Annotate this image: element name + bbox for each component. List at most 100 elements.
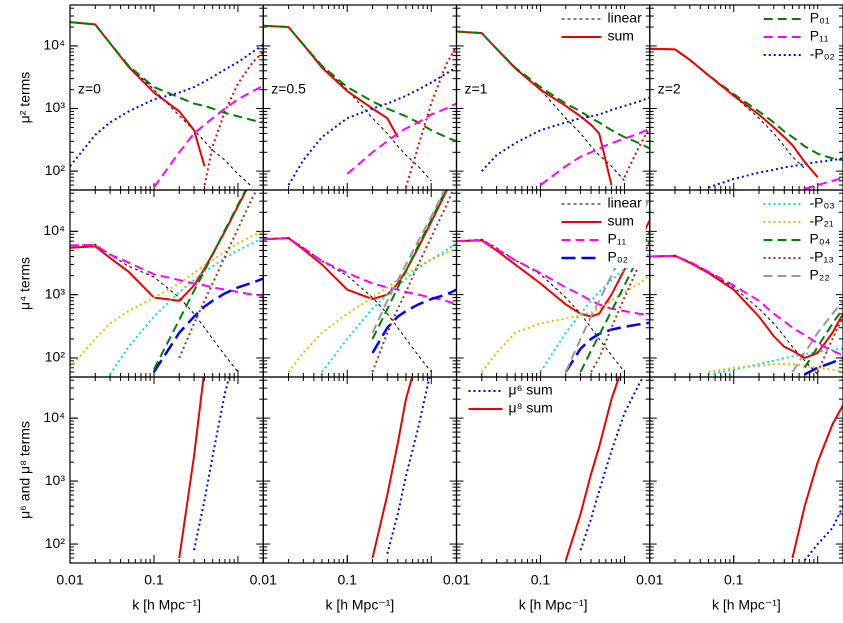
series-line (263, 24, 457, 143)
x-axis-label: k [h Mpc⁻¹] (519, 597, 588, 613)
x-tick-label: 0.1 (337, 572, 357, 588)
series-line (649, 254, 843, 360)
series-line (816, 316, 843, 373)
x-axis-label: k [h Mpc⁻¹] (325, 597, 394, 613)
panel: 0.01 0.1 k [h Mpc⁻¹] (250, 376, 458, 613)
legend-background (557, 9, 646, 47)
series-line (70, 21, 254, 188)
series-line (791, 300, 843, 373)
plot-area (456, 30, 650, 186)
series-line (70, 21, 264, 124)
series-line (623, 126, 650, 178)
series-line (804, 356, 843, 376)
series-line (803, 308, 843, 369)
x-axis-label: k [h Mpc⁻¹] (712, 597, 781, 613)
series-line (70, 43, 264, 167)
panel-frame (69, 189, 264, 378)
x-tick-label: 0.01 (56, 572, 83, 588)
series-line (178, 377, 205, 559)
legend-label: -P₁₃ (809, 249, 833, 265)
plot-area (649, 47, 843, 190)
series-line (404, 45, 457, 188)
legend-label: linear (608, 195, 643, 211)
series-line (456, 30, 625, 182)
panel: linear sum P₁₁ P₀₂ (455, 189, 651, 378)
x-axis-label: k [h Mpc⁻¹] (132, 597, 201, 613)
legend-label: P₁₁ (608, 231, 627, 247)
legend-label: P₀₁ (810, 10, 830, 26)
series-line (178, 190, 258, 359)
legend-label: P₀₄ (809, 231, 830, 247)
y-tick-label: 10³ (45, 285, 66, 301)
legend-label: P₂₂ (809, 267, 829, 283)
series-line (649, 254, 843, 357)
series-line (590, 240, 650, 373)
plot-area (564, 377, 645, 561)
annotation: z=0 (78, 81, 101, 97)
panel: P₀₁ P₁₁ -P₀₂ z=2 (649, 4, 843, 191)
series-line (481, 96, 650, 172)
legend-label: μ⁶ sum (509, 382, 553, 398)
series-line (803, 505, 843, 562)
series-line (70, 190, 248, 302)
plot-area (371, 377, 431, 559)
x-tick-label: 0.01 (636, 572, 663, 588)
series-line (263, 237, 457, 306)
legend-label: μ⁸ sum (509, 400, 553, 416)
series-line (456, 30, 650, 150)
x-tick-label: 0.01 (443, 572, 470, 588)
legend-label: sum (608, 213, 634, 229)
plot-area (649, 254, 843, 376)
legend: linear sum P₁₁ P₀₂ (557, 194, 646, 268)
legend-label: P₁₁ (810, 28, 829, 44)
y-tick-label: 10² (45, 535, 66, 551)
x-tick-label: 0.1 (531, 572, 551, 588)
panel (262, 189, 458, 378)
y-tick-label: 10⁴ (43, 409, 65, 425)
annotation: z=0.5 (271, 81, 306, 97)
series-line (539, 127, 650, 186)
x-tick-label: 0.1 (144, 572, 164, 588)
series-line (371, 288, 457, 354)
legend-label: -P₀₃ (809, 195, 835, 211)
series-line (70, 230, 264, 369)
series-line (791, 404, 843, 559)
y-tick-label: 10² (45, 349, 66, 365)
panel: 0.01 0.1 μ⁶ sum μ⁸ sum k [h Mpc⁻¹] (443, 376, 651, 613)
y-axis-label: μ⁴ terms (17, 257, 33, 310)
panel: 10² 10³ 10⁴ μ⁴ terms (17, 189, 264, 378)
series-line (539, 252, 650, 373)
series-line (153, 190, 247, 370)
annotation: z=2 (658, 81, 681, 97)
series-line (371, 190, 446, 334)
legend: linear sum (557, 9, 646, 47)
series-line (152, 277, 264, 373)
panel-frame (262, 189, 458, 378)
panel: linear sum z=1 (455, 4, 651, 191)
series-line (287, 66, 457, 186)
y-tick-label: 10⁴ (43, 37, 65, 53)
legend-label: -P₂₁ (809, 213, 833, 229)
series-line (321, 242, 457, 373)
series-line (456, 30, 613, 186)
series-line (371, 190, 455, 373)
series-line (371, 190, 447, 340)
y-axis-label: μ⁶ and μ⁸ terms (17, 421, 33, 519)
legend-background (557, 194, 646, 268)
plot-area (263, 190, 457, 373)
series-line (371, 377, 414, 559)
plot-area (70, 190, 264, 375)
panel: 10² 10³ 10⁴ 0.01 0.1 μ⁶ and μ⁸ terms k [h Mpc⁻… (17, 376, 264, 613)
legend-label: P₀₂ (608, 249, 629, 265)
series-line (203, 51, 264, 186)
plot-area (791, 404, 843, 562)
plot-area (263, 24, 457, 188)
legend: μ⁶ sum μ⁸ sum (464, 381, 557, 419)
legend-label: linear (608, 10, 643, 26)
panel-frame (262, 376, 458, 564)
series-line (564, 321, 650, 373)
series-line (564, 377, 621, 561)
series-line (287, 246, 457, 373)
